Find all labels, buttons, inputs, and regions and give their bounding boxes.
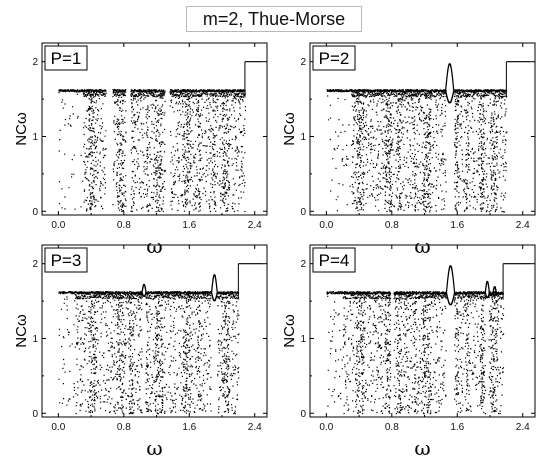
- y-tick-label: 2: [300, 57, 306, 68]
- data-points: [58, 89, 247, 213]
- y-tick-label: 2: [300, 259, 306, 270]
- panel-label: P=3: [51, 251, 82, 270]
- x-tick-label: 0.0: [319, 422, 333, 433]
- plot-frame: [41, 244, 268, 418]
- y-axis-label: NCω: [281, 314, 298, 348]
- panel-label-box: [312, 247, 356, 273]
- x-tick-label: 2.4: [248, 220, 262, 231]
- x-tick-label: 2.4: [516, 220, 530, 231]
- x-tick-label: 0.8: [117, 220, 131, 231]
- x-tick-label: 0.8: [117, 422, 131, 433]
- x-tick-label: 0.0: [51, 220, 65, 231]
- panel-label-box: [44, 45, 88, 71]
- x-axis-label: ω: [146, 436, 162, 460]
- y-tick-label: 0: [32, 409, 38, 420]
- panel-label: P=4: [319, 251, 350, 270]
- x-tick-label: 1.6: [182, 220, 196, 231]
- y-tick-label: 1: [300, 132, 306, 143]
- x-tick-label: 2.4: [516, 422, 530, 433]
- y-axis-label: NCω: [13, 314, 30, 348]
- y-tick-label: 0: [32, 207, 38, 218]
- figure-title: m=2, Thue-Morse: [186, 6, 362, 32]
- x-tick-label: 1.6: [450, 220, 464, 231]
- panel-label: P=2: [319, 49, 350, 68]
- y-tick-label: 0: [300, 207, 306, 218]
- y-tick-label: 2: [32, 57, 38, 68]
- data-points: [326, 265, 505, 415]
- x-tick-label: 0.8: [385, 422, 399, 433]
- x-tick-label: 2.4: [248, 422, 262, 433]
- y-tick-label: 0: [300, 409, 306, 420]
- panel-1: 0.0 0.8 1.6 2.4 0 1 2 P=1 ω NCω: [13, 42, 268, 258]
- x-axis-label: ω: [414, 436, 430, 460]
- panel-4: 0.0 0.8 1.6 2.4 0 1 2 P=4 ω NCω: [281, 244, 536, 460]
- x-axis-label: ω: [146, 234, 162, 258]
- x-tick-label: 1.6: [450, 422, 464, 433]
- panel-label: P=1: [51, 49, 82, 68]
- data-points: [58, 274, 240, 415]
- y-tick-label: 2: [32, 259, 38, 270]
- x-tick-label: 1.6: [182, 422, 196, 433]
- plot-frame: [309, 244, 536, 418]
- y-tick-label: 1: [32, 132, 38, 143]
- panel-3: 0.0 0.8 1.6 2.4 0 1 2 P=3 ω NCω: [13, 244, 268, 460]
- data-points: [326, 63, 508, 213]
- y-axis-label: NCω: [281, 112, 298, 146]
- plot-frame: [41, 42, 268, 216]
- x-tick-label: 0.0: [51, 422, 65, 433]
- y-axis-label: NCω: [13, 112, 30, 146]
- y-tick-label: 1: [300, 334, 306, 345]
- x-tick-label: 0.8: [385, 220, 399, 231]
- panel-2: 0.0 0.8 1.6 2.4 0 1 2 P=2 ω NCω: [281, 42, 536, 258]
- x-axis-label: ω: [414, 234, 430, 258]
- x-tick-label: 0.0: [319, 220, 333, 231]
- plot-frame: [309, 42, 536, 216]
- panel-label-box: [312, 45, 356, 71]
- y-tick-label: 1: [32, 334, 38, 345]
- panel-label-box: [44, 247, 88, 273]
